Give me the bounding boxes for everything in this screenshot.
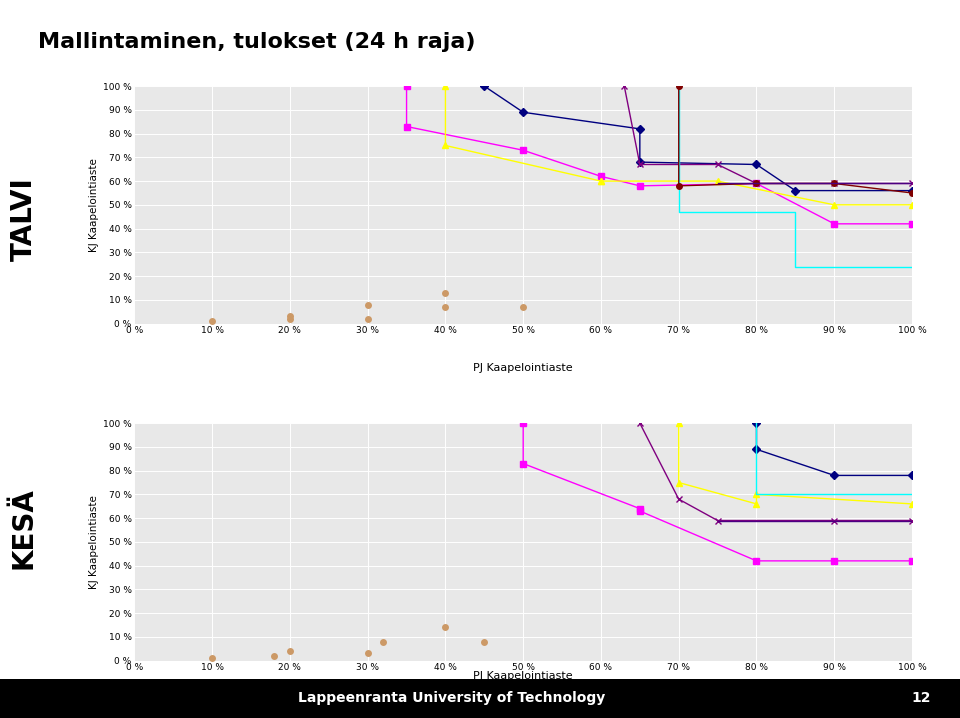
Text: TALVI: TALVI (10, 177, 38, 261)
Y-axis label: KJ Kaapelointiaste: KJ Kaapelointiaste (88, 158, 99, 252)
Y-axis label: KJ Kaapelointiaste: KJ Kaapelointiaste (88, 495, 99, 589)
Text: KESÄ: KESÄ (10, 487, 38, 569)
Text: Mallintaminen, tulokset (24 h raja): Mallintaminen, tulokset (24 h raja) (38, 32, 476, 52)
Text: Lappeenranta University of Technology: Lappeenranta University of Technology (298, 691, 605, 705)
Text: PJ Kaapelointiaste: PJ Kaapelointiaste (473, 363, 573, 373)
Text: PJ Kaapelointiaste: PJ Kaapelointiaste (473, 671, 573, 681)
Text: 12: 12 (912, 691, 931, 705)
